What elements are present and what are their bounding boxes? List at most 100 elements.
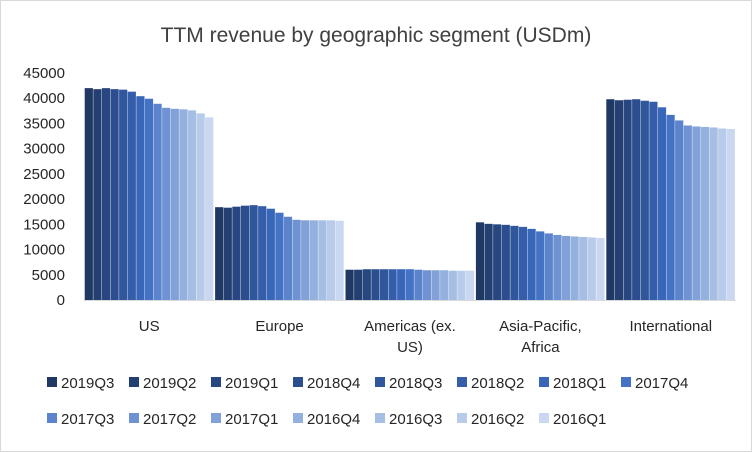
y-axis: 0 5000 10000 15000 20000 25000 30000 35000 40000… bbox=[23, 65, 65, 309]
bar bbox=[527, 228, 536, 300]
bar bbox=[440, 270, 449, 300]
bar bbox=[275, 212, 284, 300]
bar bbox=[196, 113, 205, 300]
bar bbox=[414, 269, 423, 300]
bar bbox=[709, 127, 718, 300]
legend-label: 2018Q3 bbox=[389, 375, 442, 392]
legend-label: 2017Q1 bbox=[225, 411, 278, 428]
bar bbox=[301, 220, 310, 300]
bar bbox=[249, 205, 258, 300]
bar bbox=[657, 107, 667, 300]
bar bbox=[354, 269, 363, 300]
legend-swatch bbox=[375, 377, 385, 387]
legend-swatch bbox=[211, 413, 221, 423]
legend-swatch bbox=[47, 413, 57, 423]
bar bbox=[84, 88, 93, 300]
legend-label: 2017Q4 bbox=[635, 375, 688, 392]
bar bbox=[187, 110, 197, 300]
bar bbox=[493, 224, 502, 300]
category-label: US bbox=[139, 318, 160, 335]
bar bbox=[110, 89, 119, 300]
bar bbox=[570, 236, 579, 300]
legend-label: 2018Q2 bbox=[471, 375, 524, 392]
bar bbox=[326, 220, 336, 300]
bar bbox=[632, 99, 641, 300]
bar bbox=[448, 270, 457, 300]
bar bbox=[266, 208, 275, 300]
bar bbox=[649, 101, 658, 300]
bar bbox=[215, 207, 224, 300]
legend-label: 2016Q2 bbox=[471, 411, 524, 428]
bar bbox=[397, 269, 406, 300]
legend-label: 2018Q1 bbox=[553, 375, 606, 392]
bar bbox=[561, 235, 571, 300]
legend-label: 2016Q4 bbox=[307, 411, 360, 428]
category-label: Europe bbox=[255, 318, 303, 335]
bar bbox=[170, 108, 179, 300]
bar bbox=[431, 270, 440, 300]
bar bbox=[692, 126, 701, 300]
legend-swatch bbox=[539, 377, 549, 387]
y-tick-label: 20000 bbox=[23, 191, 65, 208]
bar bbox=[127, 91, 136, 300]
bar bbox=[362, 269, 371, 300]
bar bbox=[318, 220, 327, 300]
bar bbox=[101, 88, 111, 300]
bar bbox=[465, 270, 475, 300]
y-tick-label: 40000 bbox=[23, 90, 65, 107]
legend-swatch bbox=[457, 413, 467, 423]
bar bbox=[501, 224, 510, 300]
bar bbox=[405, 269, 414, 300]
legend-label: 2016Q3 bbox=[389, 411, 442, 428]
legend-label: 2016Q1 bbox=[553, 411, 606, 428]
y-tick-label: 15000 bbox=[23, 216, 65, 233]
legend-swatch bbox=[293, 413, 303, 423]
bar bbox=[335, 220, 344, 300]
chart-title: TTM revenue by geographic segment (USDm) bbox=[161, 24, 592, 47]
bar bbox=[283, 216, 293, 300]
bar bbox=[345, 269, 354, 300]
bar bbox=[240, 205, 250, 300]
bar bbox=[162, 107, 171, 300]
bar bbox=[457, 270, 466, 300]
y-tick-label: 35000 bbox=[23, 115, 65, 132]
bar bbox=[223, 207, 232, 300]
bar bbox=[422, 270, 432, 300]
category-label: Africa bbox=[521, 339, 560, 356]
legend: 2019Q3 2019Q2 2019Q1 2018Q4 2018Q3 2018Q2 2018… bbox=[47, 375, 688, 428]
category-label: International bbox=[630, 318, 713, 335]
legend-swatch bbox=[211, 377, 221, 387]
legend-swatch bbox=[293, 377, 303, 387]
legend-label: 2017Q3 bbox=[61, 411, 114, 428]
legend-swatch bbox=[539, 413, 549, 423]
bar bbox=[587, 237, 596, 300]
legend-swatch bbox=[457, 377, 467, 387]
bar bbox=[700, 126, 710, 300]
bar bbox=[232, 206, 241, 300]
legend-label: 2019Q3 bbox=[61, 375, 114, 392]
bar bbox=[518, 226, 528, 300]
bar bbox=[606, 99, 615, 300]
bar bbox=[258, 206, 267, 300]
category-label: Americas (ex. bbox=[364, 318, 456, 335]
bar bbox=[388, 269, 397, 300]
bar bbox=[640, 100, 649, 301]
legend-swatch bbox=[621, 377, 631, 387]
bar bbox=[205, 117, 214, 300]
bar bbox=[544, 233, 553, 300]
category-label: Asia-Pacific, bbox=[499, 318, 582, 335]
bar bbox=[119, 89, 128, 301]
legend-swatch bbox=[129, 413, 139, 423]
y-tick-label: 30000 bbox=[23, 141, 65, 158]
bar bbox=[93, 89, 102, 300]
bar bbox=[510, 225, 519, 300]
legend-label: 2018Q4 bbox=[307, 375, 360, 392]
y-tick-label: 5000 bbox=[32, 267, 65, 284]
legend-swatch bbox=[47, 377, 57, 387]
bar bbox=[579, 236, 588, 300]
bar bbox=[144, 98, 154, 300]
legend-label: 2019Q2 bbox=[143, 375, 196, 392]
legend-label: 2017Q2 bbox=[143, 411, 196, 428]
category-label: US) bbox=[397, 339, 423, 356]
